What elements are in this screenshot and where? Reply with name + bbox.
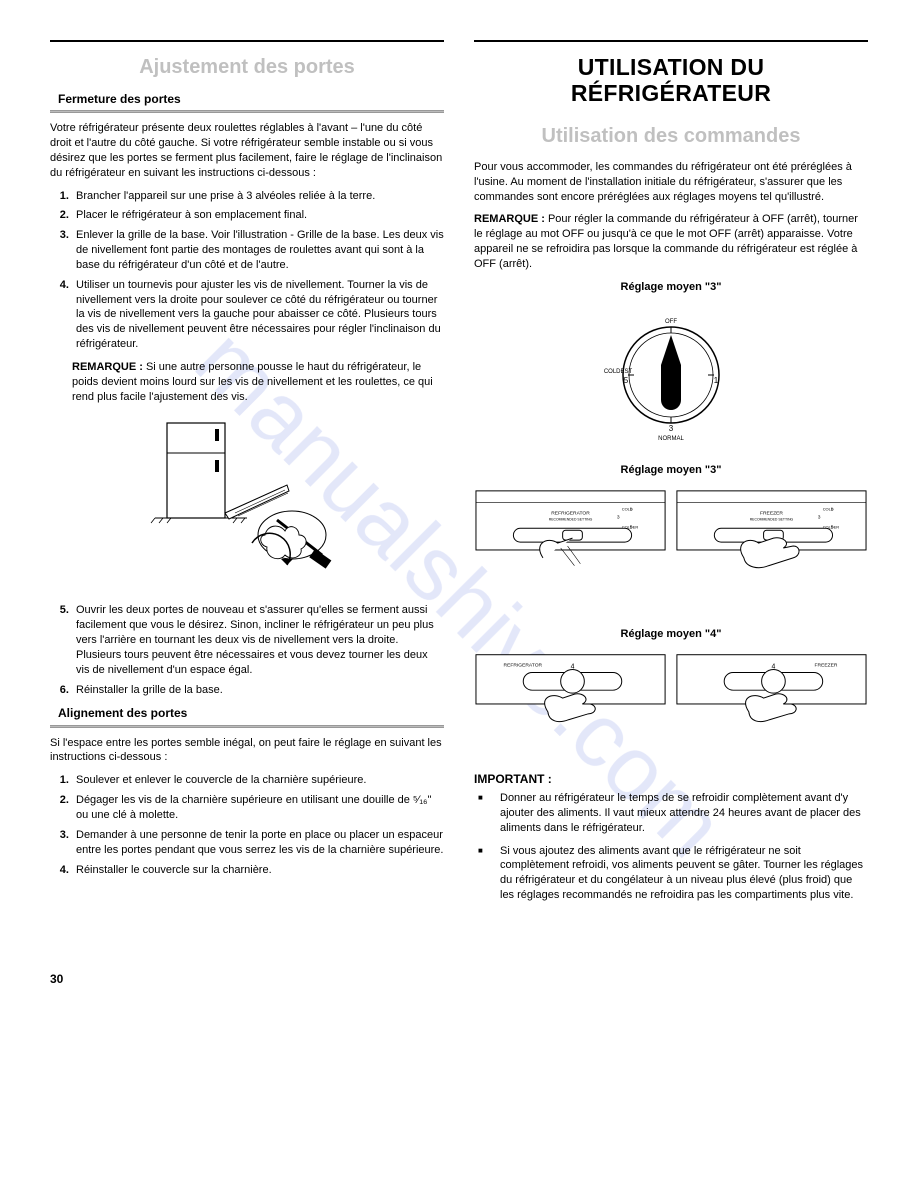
bullet-1: Donner au réfrigérateur le temps de se r… — [492, 791, 868, 836]
caption-dial: Réglage moyen "3" — [474, 280, 868, 295]
caption-slider4: Réglage moyen "4" — [474, 627, 868, 642]
svg-text:3: 3 — [669, 424, 674, 433]
step-6: Réinstaller la grille de la base. — [72, 683, 444, 698]
svg-text:REFRIGERATOR: REFRIGERATOR — [504, 663, 543, 669]
subhead-alignement: Alignement des portes — [58, 705, 444, 721]
note-label: REMARQUE : — [474, 213, 545, 225]
steps-alignement: Soulever et enlever le couvercle de la c… — [50, 773, 444, 877]
figure-leveling — [50, 415, 444, 590]
svg-text:RECOMMENDED SETTING: RECOMMENDED SETTING — [549, 518, 593, 522]
figure-slider-3: REFRIGERATOR RECOMMENDED SETTING COLD 1 … — [474, 488, 868, 613]
svg-text:5: 5 — [831, 525, 834, 531]
intro-alignement: Si l'espace entre les portes semble inég… — [50, 736, 444, 766]
note-fermeture: REMARQUE : Si une autre personne pousse … — [72, 360, 444, 405]
step-3: Enlever la grille de la base. Voir l'ill… — [72, 228, 444, 273]
gray-rule — [50, 110, 444, 113]
note-label: REMARQUE : — [72, 361, 143, 373]
svg-text:1: 1 — [630, 507, 633, 513]
align-step-4: Réinstaller le couvercle sur la charnièr… — [72, 863, 444, 878]
intro-fermeture: Votre réfrigérateur présente deux roulet… — [50, 121, 444, 180]
svg-text:1: 1 — [831, 507, 834, 513]
main-title: UTILISATION DU RÉFRIGÉRATEUR — [474, 54, 868, 107]
section-title-left: Ajustement des portes — [50, 54, 444, 81]
svg-text:4: 4 — [772, 664, 776, 671]
section-title-right: Utilisation des commandes — [474, 123, 868, 150]
align-step-2: Dégager les vis de la charnière supérieu… — [72, 793, 444, 823]
step-1: Brancher l'appareil sur une prise à 3 al… — [72, 189, 444, 204]
svg-text:OFF: OFF — [665, 319, 677, 325]
svg-text:COLDEST: COLDEST — [604, 369, 633, 375]
step-5: Ouvrir les deux portes de nouveau et s'a… — [72, 603, 444, 677]
svg-text:FREEZER: FREEZER — [815, 663, 838, 669]
step-2: Placer le réfrigérateur à son emplacemen… — [72, 208, 444, 223]
important-label: IMPORTANT : — [474, 771, 868, 787]
steps-fermeture-1: Brancher l'appareil sur une prise à 3 al… — [50, 189, 444, 352]
top-rule — [50, 40, 444, 42]
align-step-3: Demander à une personne de tenir la port… — [72, 828, 444, 858]
page-number: 30 — [50, 971, 868, 987]
gray-rule — [50, 725, 444, 728]
note-commandes: REMARQUE : Pour régler la commande du ré… — [474, 212, 868, 271]
align-step-1: Soulever et enlever le couvercle de la c… — [72, 773, 444, 788]
svg-text:4: 4 — [571, 664, 575, 671]
bullet-2: Si vous ajoutez des aliments avant que l… — [492, 844, 868, 903]
step-4: Utiliser un tournevis pour ajuster les v… — [72, 278, 444, 352]
main-title-line1: UTILISATION DU — [578, 54, 764, 80]
svg-text:NORMAL: NORMAL — [658, 436, 684, 442]
svg-text:REFRIGERATOR: REFRIGERATOR — [551, 511, 590, 517]
svg-text:5: 5 — [624, 376, 629, 385]
svg-text:RECOMMENDED SETTING: RECOMMENDED SETTING — [750, 518, 794, 522]
right-column: UTILISATION DU RÉFRIGÉRATEUR Utilisation… — [474, 40, 868, 911]
svg-text:3: 3 — [818, 515, 821, 521]
left-column: Ajustement des portes Fermeture des port… — [50, 40, 444, 911]
intro-commandes: Pour vous accommoder, les commandes du r… — [474, 160, 868, 205]
figure-dial: OFF COLDEST 5 1 3 NORMAL — [474, 305, 868, 450]
figure-slider-4: REFRIGERATOR 4 FREEZER 4 — [474, 652, 868, 757]
svg-text:FREEZER: FREEZER — [760, 511, 783, 517]
main-title-line2: RÉFRIGÉRATEUR — [571, 80, 771, 106]
subhead-fermeture: Fermeture des portes — [58, 91, 444, 107]
steps-fermeture-2: Ouvrir les deux portes de nouveau et s'a… — [50, 603, 444, 697]
caption-slider3: Réglage moyen "3" — [474, 463, 868, 478]
svg-text:3: 3 — [617, 515, 620, 521]
svg-text:5: 5 — [630, 525, 633, 531]
important-list: Donner au réfrigérateur le temps de se r… — [474, 791, 868, 903]
top-rule — [474, 40, 868, 42]
svg-text:1: 1 — [714, 376, 719, 385]
